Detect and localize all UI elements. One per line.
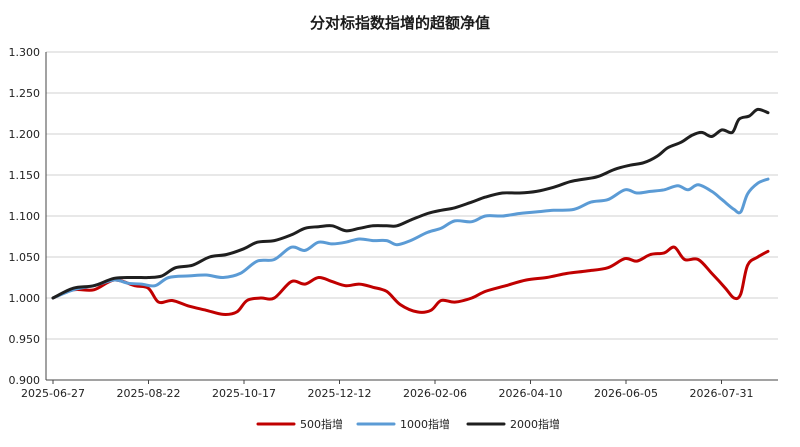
legend: 500指增 1000指增 2000指增 [256,417,560,431]
x-tick-label: 2025-06-27 [21,387,85,400]
x-tick-label: 2026-07-31 [690,387,754,400]
y-tick-label: 1.000 [9,292,41,305]
x-tick-label: 2025-10-17 [212,387,276,400]
series-2000-line [51,107,770,300]
x-tick-label: 2025-12-12 [308,387,372,400]
legend-label: 1000指增 [400,417,450,431]
y-tick-label: 0.950 [9,333,41,346]
x-tick-label: 2026-06-05 [594,387,658,400]
y-tick-label: 1.250 [9,87,41,100]
y-tick-label: 1.050 [9,251,41,264]
axis-layer: 0.900 0.950 1.000 1.050 1.100 1.150 1.200 1.250… [9,46,778,400]
legend-label: 500指增 [300,417,343,431]
y-tick-label: 1.300 [9,46,41,59]
series-1000-line [51,177,770,300]
chart-title: 分对标指数指增的超额净值 [309,14,490,32]
x-tick-label: 2026-02-06 [403,387,467,400]
x-tick-label: 2026-04-10 [499,387,563,400]
y-tick-label: 1.100 [9,210,41,223]
grid-layer [46,51,778,340]
y-tick-label: 1.150 [9,169,41,182]
series-layer [51,107,770,316]
y-tick-label: 0.900 [9,374,41,387]
series-500-line [51,245,770,316]
legend-label: 2000指增 [510,417,560,431]
x-tick-label: 2025-08-22 [117,387,181,400]
y-tick-label: 1.200 [9,128,41,141]
